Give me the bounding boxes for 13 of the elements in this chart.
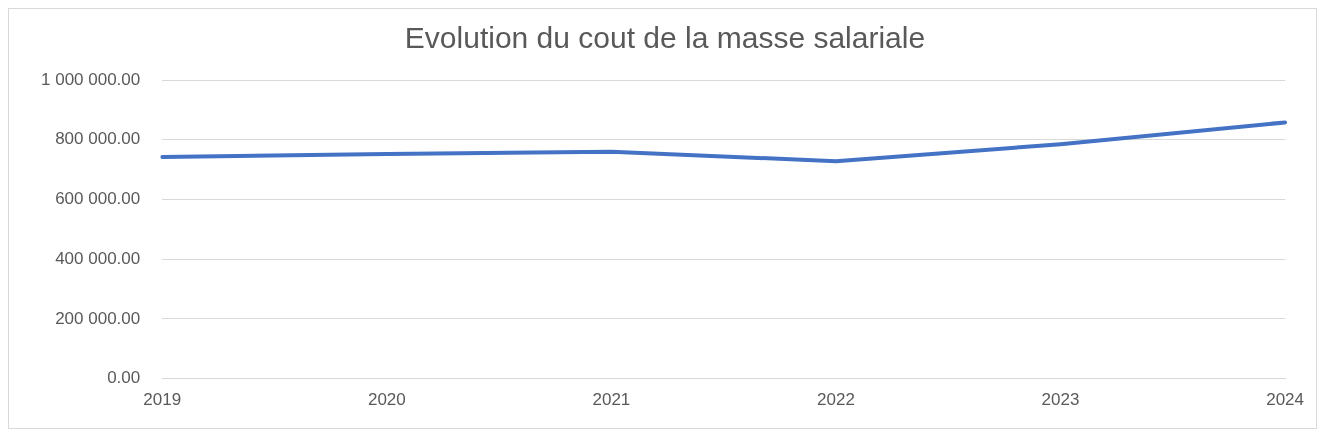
- y-tick-label: 600 000.00: [55, 189, 141, 209]
- x-tick-label: 2023: [1041, 390, 1080, 410]
- y-tick-label: 400 000.00: [55, 248, 141, 268]
- x-tick-label: 2024: [1266, 390, 1304, 410]
- chart-title: Evolution du cout de la masse salariale: [404, 21, 926, 55]
- x-tick-label: 2019: [143, 390, 182, 410]
- x-tick-label: 2022: [817, 390, 855, 410]
- x-tick-label: 2020: [367, 390, 406, 410]
- y-tick-label: 1 000 000.00: [41, 69, 141, 89]
- x-tick-label: 2021: [592, 390, 631, 410]
- y-tick-label: 0.00: [107, 368, 141, 388]
- y-tick-label: 200 000.00: [55, 308, 141, 328]
- y-tick-label: 800 000.00: [55, 129, 141, 149]
